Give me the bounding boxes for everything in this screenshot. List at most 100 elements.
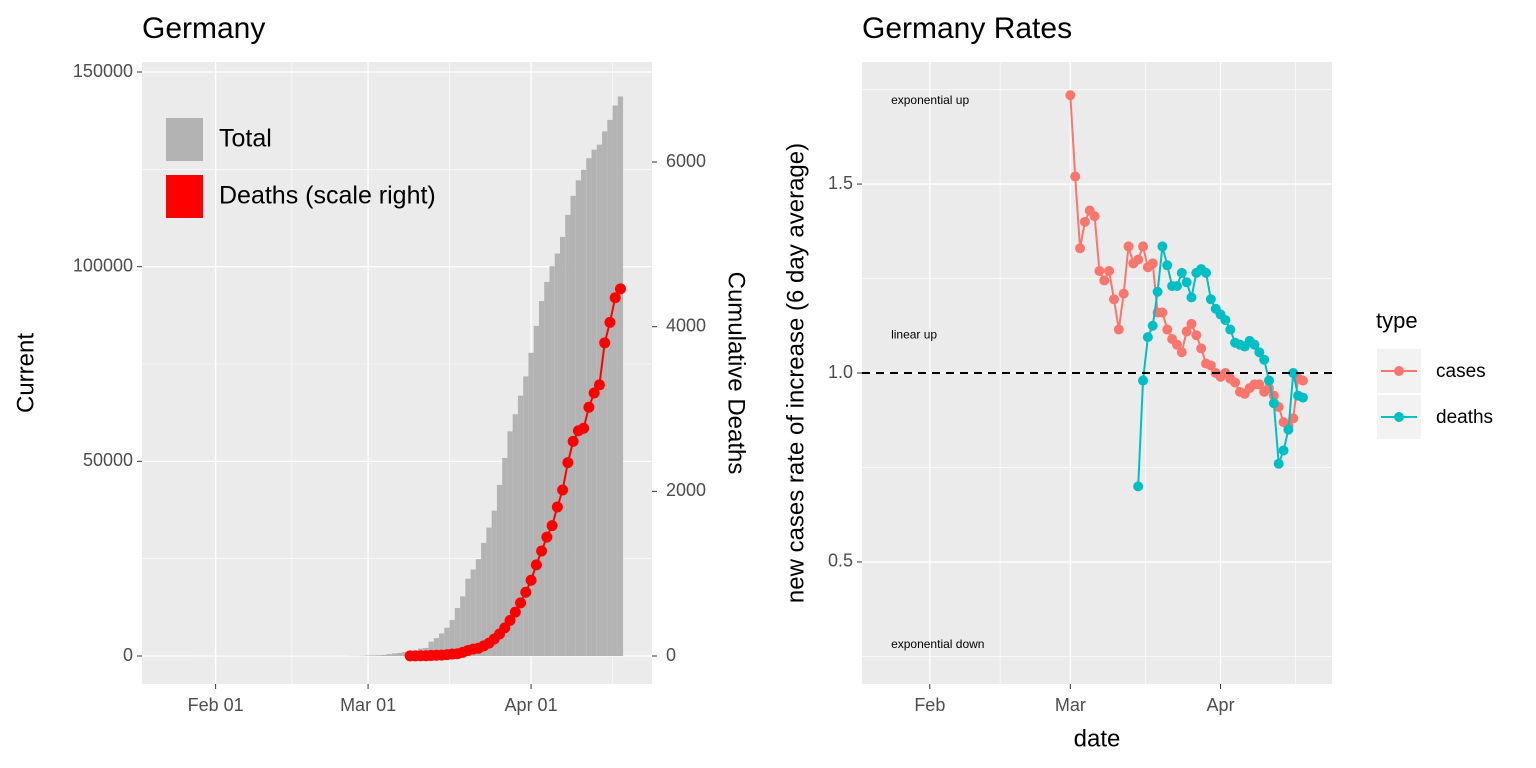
bar <box>365 655 371 657</box>
point <box>1113 324 1124 335</box>
point <box>551 501 563 513</box>
y2-tick-label: 2000 <box>666 480 706 500</box>
point <box>536 545 548 557</box>
annotation: exponential down <box>891 637 984 651</box>
bar <box>565 214 571 657</box>
point <box>1181 277 1192 288</box>
point <box>1278 445 1289 456</box>
bar <box>528 352 534 657</box>
bar <box>481 542 487 657</box>
bar <box>496 484 503 657</box>
point <box>1147 320 1158 331</box>
bar <box>575 180 582 657</box>
point <box>509 606 521 618</box>
x-tick-label: Mar <box>1055 695 1086 715</box>
point <box>1157 307 1168 318</box>
point <box>1259 354 1270 365</box>
bar <box>538 301 545 657</box>
point <box>1230 377 1241 388</box>
point <box>1070 171 1081 182</box>
point <box>1176 267 1187 278</box>
annotation: exponential up <box>891 93 969 107</box>
point <box>1065 90 1076 101</box>
point <box>1273 458 1284 469</box>
bar <box>581 169 587 657</box>
bar <box>402 651 408 657</box>
point <box>604 316 616 328</box>
point <box>520 586 532 598</box>
bar <box>570 195 576 657</box>
point <box>1123 241 1134 252</box>
bar <box>559 236 566 657</box>
chart-title: Germany Rates <box>862 12 1072 45</box>
point <box>562 457 574 469</box>
y-tick-label: 0 <box>123 645 133 665</box>
point <box>1249 339 1260 350</box>
y-tick-label: 100000 <box>73 255 133 275</box>
legend-point <box>1394 412 1404 422</box>
point <box>1118 288 1129 299</box>
point <box>1225 324 1236 335</box>
bar <box>370 655 376 657</box>
point <box>1268 398 1279 409</box>
point <box>557 484 569 496</box>
annotation: linear up <box>891 327 937 341</box>
point <box>1186 292 1197 303</box>
point <box>1288 413 1299 424</box>
point <box>1264 375 1275 386</box>
y-tick-label: 150000 <box>73 61 133 81</box>
bar <box>475 559 482 657</box>
point <box>1099 275 1110 286</box>
legend-label: deaths <box>1436 407 1493 428</box>
point <box>1254 347 1265 358</box>
point <box>1152 286 1163 297</box>
point <box>525 574 537 586</box>
bar <box>397 652 403 657</box>
point <box>1297 392 1308 403</box>
point <box>599 337 611 349</box>
bar <box>470 569 476 657</box>
bar <box>554 253 560 657</box>
bar <box>596 144 603 657</box>
x-axis-title: date <box>1074 725 1121 752</box>
bar <box>449 619 455 657</box>
bar <box>444 627 450 657</box>
y2-tick-label: 6000 <box>666 151 706 171</box>
bar <box>612 105 618 657</box>
point <box>593 379 605 391</box>
x-tick-label: Mar 01 <box>340 695 396 715</box>
point <box>1138 375 1149 386</box>
bar <box>523 376 529 657</box>
bar <box>375 655 382 657</box>
y-axis-title: Current <box>12 333 39 413</box>
y-tick-label: 0.5 <box>828 551 853 571</box>
point <box>1205 360 1216 371</box>
bar <box>502 457 508 657</box>
point <box>515 597 527 609</box>
x-tick-label: Feb 01 <box>188 695 244 715</box>
bar <box>517 395 524 657</box>
bar <box>549 266 555 657</box>
point <box>1205 294 1216 305</box>
point <box>1171 339 1182 350</box>
bar <box>439 633 445 657</box>
point <box>1157 241 1168 252</box>
point <box>1297 375 1308 386</box>
bar <box>428 641 434 657</box>
point <box>1191 330 1202 341</box>
x-tick-label: Apr <box>1207 695 1235 715</box>
bar <box>591 149 597 657</box>
point <box>1089 211 1100 222</box>
point <box>1147 258 1158 269</box>
point <box>1181 326 1192 337</box>
bar <box>617 96 624 657</box>
point <box>1162 324 1173 335</box>
point <box>1094 265 1105 276</box>
bar <box>544 281 550 657</box>
point <box>578 422 590 434</box>
point <box>614 283 626 295</box>
bar <box>381 654 387 657</box>
legend-key <box>166 118 203 161</box>
legend-label: cases <box>1436 361 1486 382</box>
